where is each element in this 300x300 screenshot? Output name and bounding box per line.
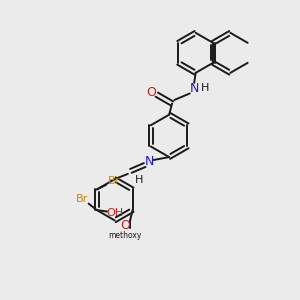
Text: O: O: [146, 86, 156, 99]
Text: Br: Br: [108, 176, 120, 186]
Text: N: N: [144, 155, 154, 168]
Text: OH: OH: [106, 208, 124, 218]
Text: H: H: [201, 83, 209, 93]
Text: O: O: [120, 219, 130, 232]
Text: H: H: [135, 175, 143, 185]
Text: Br: Br: [76, 194, 88, 204]
Text: N: N: [190, 82, 199, 95]
Text: methoxy: methoxy: [109, 232, 142, 241]
